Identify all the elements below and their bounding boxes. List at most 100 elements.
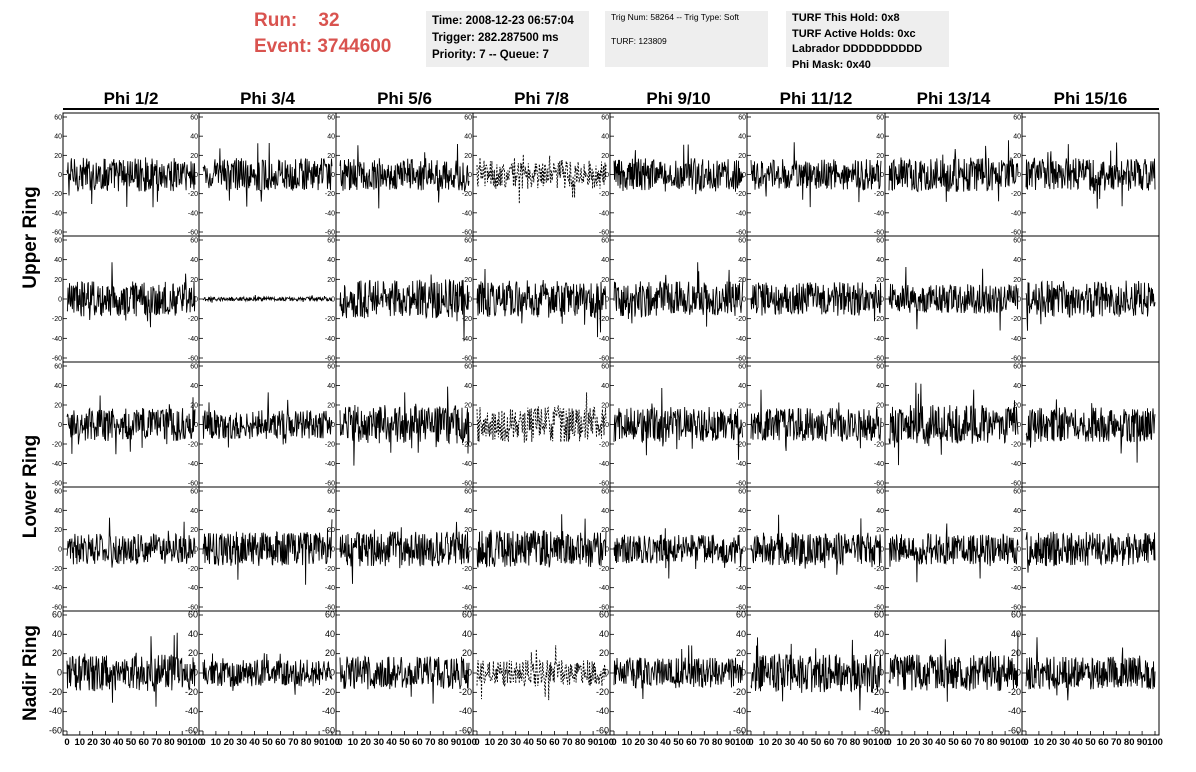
y-tick-label: 40 [738,134,746,141]
x-tick-label: 30 [647,737,658,748]
column-header: Phi 3/4 [240,89,295,108]
y-tick-label: 40 [462,629,472,639]
y-tick-label: 20 [601,277,609,284]
x-tick-label: 70 [974,737,985,748]
y-tick-label: 40 [876,508,884,515]
x-tick-label: 0 [748,737,753,748]
time-info-box: Time: 2008-12-23 06:57:04 Trigger: 282.2… [426,11,589,67]
column-header: Phi 1/2 [104,89,159,108]
x-tick-label: 40 [798,737,809,748]
x-tick-label: 90 [177,737,188,748]
y-tick-label: -60 [52,356,62,363]
x-tick-label: 70 [1111,737,1122,748]
y-tick-label: 40 [190,134,198,141]
y-tick-label: 0 [1017,172,1021,179]
y-tick-label: -20 [736,191,746,198]
y-tick-label: -60 [52,481,62,488]
waveform-trace [613,262,744,327]
y-tick-label: -60 [1008,726,1021,736]
y-tick-label: -60 [462,605,472,612]
x-tick-label: 90 [451,737,462,748]
x-tick-label: 100 [324,737,340,748]
y-tick-label: -20 [188,191,198,198]
x-tick-label: 80 [850,737,861,748]
y-tick-label: 60 [738,238,746,245]
y-tick-label: 40 [1011,629,1021,639]
y-tick-label: -40 [462,336,472,343]
x-tick-label: 40 [249,737,260,748]
x-tick-label: 40 [660,737,671,748]
y-tick-label: 0 [1016,668,1021,678]
y-tick-label: -20 [459,687,472,697]
y-tick-label: -20 [599,442,609,449]
y-tick-label: 60 [327,115,335,122]
y-tick-label: -40 [874,210,884,217]
y-tick-label: 0 [467,668,472,678]
y-tick-label: 40 [327,257,335,264]
y-tick-label: -40 [874,336,884,343]
turf-line: TURF: 123809 [611,36,667,46]
waveform-trace [1025,399,1156,463]
y-tick-label: 0 [194,172,198,179]
y-tick-label: -20 [49,687,62,697]
y-tick-label: 0 [330,668,335,678]
x-tick-label: 0 [64,737,69,748]
x-tick-label: 30 [922,737,933,748]
y-tick-label: -40 [1011,210,1021,217]
y-tick-label: -20 [185,687,198,697]
y-tick-label: 60 [601,489,609,496]
y-tick-label: -20 [322,687,335,697]
x-tick-label: 60 [961,737,972,748]
y-tick-label: -60 [52,230,62,237]
y-tick-label: 40 [54,508,62,515]
y-tick-label: 0 [331,422,335,429]
x-tick-label: 70 [151,737,162,748]
y-tick-label: -60 [874,605,884,612]
y-tick-label: 40 [601,383,609,390]
y-tick-label: 40 [599,629,609,639]
y-tick-label: 20 [464,527,472,534]
y-tick-label: 20 [1013,527,1021,534]
y-tick-label: -20 [874,191,884,198]
y-tick-label: -60 [736,481,746,488]
y-tick-label: -20 [325,442,335,449]
y-tick-label: 40 [54,257,62,264]
y-tick-label: -60 [1011,605,1021,612]
x-tick-label: 0 [611,737,616,748]
x-tick-label: 10 [485,737,496,748]
x-tick-label: 10 [897,737,908,748]
y-tick-label: -20 [733,687,746,697]
turf-active-line: TURF Active Holds: 0xc [792,27,916,40]
column-header: Phi 11/12 [780,89,853,108]
waveform-trace [613,645,744,700]
waveform-trace [202,142,333,207]
waveform-trace [888,266,1019,331]
waveform-trace [888,140,1019,202]
y-tick-label: -20 [325,191,335,198]
run-event-block: Run: 32 Event: 3744600 [254,8,391,60]
y-tick-label: 0 [194,422,198,429]
y-tick-label: 20 [462,648,472,658]
x-tick-label: 40 [113,737,124,748]
y-tick-label: -40 [599,336,609,343]
y-tick-label: 40 [876,257,884,264]
waveform-trace [476,645,607,701]
y-tick-label: -20 [1011,191,1021,198]
x-tick-label: 50 [399,737,410,748]
y-tick-label: -20 [325,566,335,573]
y-tick-label: 20 [1013,277,1021,284]
x-tick-label: 50 [1085,737,1096,748]
y-tick-label: -40 [1008,706,1021,716]
row-label: Upper Ring [20,186,41,288]
y-tick-label: -40 [1011,336,1021,343]
y-tick-label: 40 [190,257,198,264]
x-tick-label: 10 [211,737,222,748]
y-tick-label: 60 [54,364,62,371]
y-tick-label: -20 [599,316,609,323]
y-tick-label: -40 [459,706,472,716]
y-tick-label: 40 [190,508,198,515]
x-tick-label: 40 [386,737,397,748]
y-tick-label: -60 [188,230,198,237]
panel-frame [746,112,886,237]
y-tick-label: -20 [736,316,746,323]
